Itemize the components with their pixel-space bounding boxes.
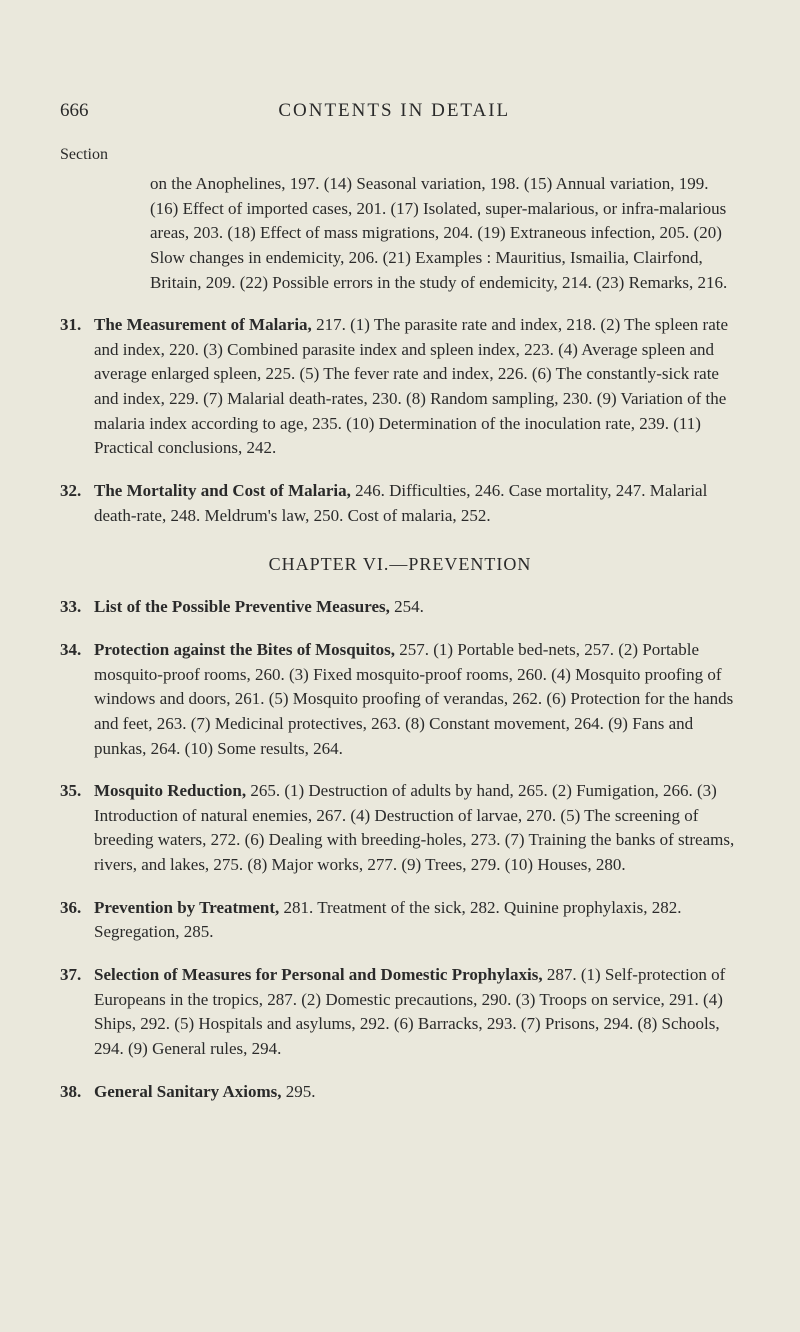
toc-entry: 32.The Mortality and Cost of Malaria, 24…	[60, 479, 740, 528]
chapter-header: CHAPTER VI.—PREVENTION	[60, 554, 740, 575]
entry-body: Protection against the Bites of Mosquito…	[94, 638, 740, 761]
page-header: 666 CONTENTS IN DETAIL	[60, 100, 740, 122]
entry-body: The Mortality and Cost of Malaria, 246. …	[94, 479, 740, 528]
page-title: CONTENTS IN DETAIL	[278, 100, 510, 122]
entry-number: 35.	[60, 779, 94, 878]
entry-number: 31.	[60, 313, 94, 461]
entry-title: The Mortality and Cost of Malaria,	[94, 481, 351, 500]
toc-entry: 35.Mosquito Reduction, 265. (1) Destruct…	[60, 779, 740, 878]
page-number: 666	[60, 100, 89, 122]
toc-entry: 34.Protection against the Bites of Mosqu…	[60, 638, 740, 761]
entry-text: 254.	[390, 597, 424, 616]
toc-entry: 31.The Measurement of Malaria, 217. (1) …	[60, 313, 740, 461]
entry-body: The Measurement of Malaria, 217. (1) The…	[94, 313, 740, 461]
entry-title: General Sanitary Axioms,	[94, 1082, 281, 1101]
entry-body: Selection of Measures for Personal and D…	[94, 963, 740, 1062]
section-label: Section	[60, 146, 740, 164]
entry-number: 32.	[60, 479, 94, 528]
toc-entry: 36.Prevention by Treatment, 281. Treatme…	[60, 896, 740, 945]
entry-title: Protection against the Bites of Mosquito…	[94, 640, 395, 659]
entry-title: List of the Possible Preventive Measures…	[94, 597, 390, 616]
toc-entry: 37.Selection of Measures for Personal an…	[60, 963, 740, 1062]
entry-body: Mosquito Reduction, 265. (1) Destruction…	[94, 779, 740, 878]
entry-number: 33.	[60, 595, 94, 620]
entry-body: General Sanitary Axioms, 295.	[94, 1080, 740, 1105]
entry-body: List of the Possible Preventive Measures…	[94, 595, 740, 620]
entry-number: 34.	[60, 638, 94, 761]
entry-text: 295.	[281, 1082, 315, 1101]
toc-entry: 33.List of the Possible Preventive Measu…	[60, 595, 740, 620]
entry-text: on the Anophelines, 197. (14) Seasonal v…	[150, 174, 727, 292]
toc-entry: 38.General Sanitary Axioms, 295.	[60, 1080, 740, 1105]
entry-title: Prevention by Treatment,	[94, 898, 279, 917]
entry-title: Selection of Measures for Personal and D…	[94, 965, 543, 984]
toc-entry: on the Anophelines, 197. (14) Seasonal v…	[60, 172, 740, 295]
entry-text: 217. (1) The parasite rate and index, 21…	[94, 315, 728, 457]
entry-number: 36.	[60, 896, 94, 945]
entry-number: 38.	[60, 1080, 94, 1105]
entry-body: Prevention by Treatment, 281. Treatment …	[94, 896, 740, 945]
entry-title: Mosquito Reduction,	[94, 781, 246, 800]
entry-number: 37.	[60, 963, 94, 1062]
entry-title: The Measurement of Malaria,	[94, 315, 312, 334]
